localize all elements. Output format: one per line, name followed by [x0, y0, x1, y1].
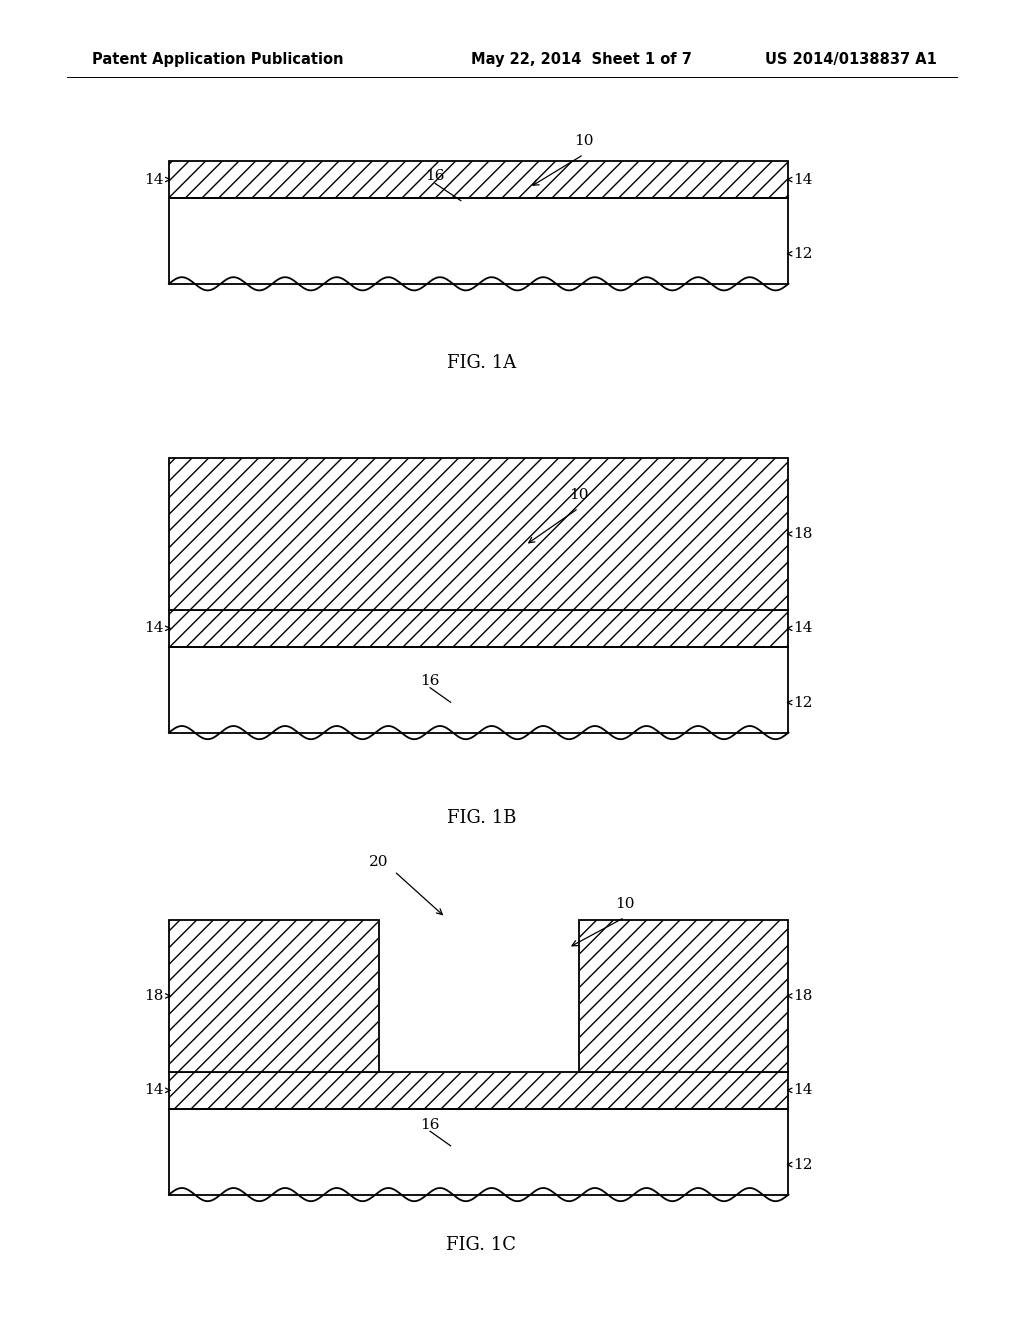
Text: 16: 16: [425, 169, 445, 182]
Text: 18: 18: [144, 989, 164, 1003]
Text: 12: 12: [794, 247, 813, 261]
Bar: [379, 920, 579, 1072]
Text: 10: 10: [573, 135, 594, 148]
Text: US 2014/0138837 A1: US 2014/0138837 A1: [765, 51, 937, 67]
Bar: [169, 1109, 788, 1195]
Text: 12: 12: [794, 1158, 813, 1172]
Bar: [579, 920, 788, 1072]
Text: FIG. 1B: FIG. 1B: [446, 809, 516, 828]
Text: 12: 12: [794, 696, 813, 710]
Text: 14: 14: [144, 622, 164, 635]
Text: FIG. 1A: FIG. 1A: [446, 354, 516, 372]
Bar: [169, 1072, 788, 1109]
Bar: [169, 920, 379, 1072]
Text: 10: 10: [614, 898, 635, 911]
Text: 16: 16: [420, 1118, 440, 1131]
Bar: [169, 458, 788, 610]
Text: Patent Application Publication: Patent Application Publication: [92, 51, 344, 67]
Bar: [169, 161, 788, 198]
Text: 10: 10: [568, 488, 589, 502]
Text: 14: 14: [794, 173, 813, 186]
Text: 16: 16: [420, 675, 440, 688]
Text: 14: 14: [144, 173, 164, 186]
Text: 14: 14: [794, 622, 813, 635]
Bar: [169, 198, 788, 284]
Text: 20: 20: [369, 855, 389, 869]
Text: FIG. 1C: FIG. 1C: [446, 1236, 516, 1254]
Bar: [169, 610, 788, 647]
Text: 14: 14: [144, 1084, 164, 1097]
Text: May 22, 2014  Sheet 1 of 7: May 22, 2014 Sheet 1 of 7: [471, 51, 692, 67]
Bar: [169, 647, 788, 733]
Text: 18: 18: [794, 527, 813, 541]
Text: 18: 18: [794, 989, 813, 1003]
Text: 14: 14: [794, 1084, 813, 1097]
